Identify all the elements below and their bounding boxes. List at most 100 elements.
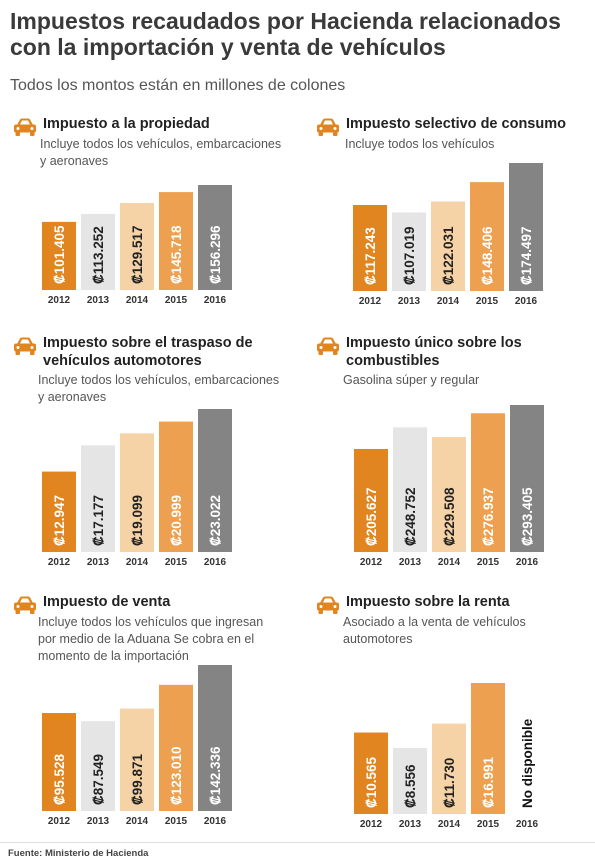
car-shape [14, 118, 36, 136]
bar-2016 [198, 185, 232, 290]
x-tick-label: 2012 [359, 296, 382, 307]
bar-value-label: ₡113.252 [91, 226, 106, 284]
bar-value-label: ₡87.549 [91, 754, 106, 805]
bar-2016 [198, 409, 232, 552]
x-tick-label: 2014 [126, 557, 149, 568]
chart-description: Gasolina súper y regular [343, 373, 480, 387]
bar-value-label: ₡20.999 [169, 495, 184, 546]
bar-2012 [353, 204, 387, 291]
x-tick-label: 2012 [360, 819, 383, 830]
bar-chart: ₡205.627 2012 ₡248.752 2013 ₡229.508 2014 ₡276… [354, 405, 544, 568]
x-tick-label: 2016 [204, 295, 227, 306]
bar-chart: ₡10.565 2012 ₡8.556 2013 ₡11.730 2014 ₡16.991 2… [354, 683, 539, 830]
x-tick-label: 2016 [516, 557, 539, 568]
source-note: Fuente: Ministerio de Hacienda [8, 848, 149, 859]
bar-value-label: ₡117.243 [363, 227, 378, 285]
bar-2014 [432, 723, 466, 814]
car-shape [317, 596, 339, 614]
x-tick-label: 2014 [126, 295, 149, 306]
bar-2013 [393, 748, 427, 814]
bar-value-label: ₡122.031 [441, 226, 456, 285]
bar-2012 [42, 713, 76, 811]
car-shape [317, 337, 339, 355]
chart-panel-venta: Impuesto de venta Incluye todos los vehí… [12, 593, 287, 838]
bar-2015 [471, 683, 505, 814]
x-tick-label: 2012 [48, 295, 71, 306]
x-tick-label: 2013 [399, 819, 422, 830]
bar-value-label: ₡19.099 [130, 495, 145, 546]
x-tick-label: 2015 [165, 557, 188, 568]
bar-value-label: ₡11.730 [442, 758, 457, 808]
x-tick-label: 2013 [87, 816, 110, 827]
bar-value-label: ₡145.718 [169, 225, 184, 284]
bar-2015 [471, 413, 505, 552]
bar-value-label: ₡129.517 [130, 225, 145, 284]
x-tick-label: 2012 [48, 816, 71, 827]
bar-2016 [198, 665, 232, 811]
bar-value-label: ₡293.405 [520, 487, 535, 546]
bar-2016 [510, 405, 544, 552]
car-shape [317, 118, 339, 136]
x-tick-label: 2014 [437, 296, 460, 307]
chart-panel-combustibles: Impuesto único sobre los combustibles Ga… [315, 334, 590, 574]
bar-2012 [354, 448, 388, 552]
bar-2015 [470, 182, 504, 291]
bar-value-label: ₡17.177 [91, 495, 106, 546]
x-tick-label: 2015 [477, 557, 500, 568]
x-tick-label: 2013 [87, 295, 110, 306]
car-icon [14, 118, 36, 136]
bar-2015 [159, 192, 193, 290]
bar-value-label: ₡205.627 [364, 487, 379, 546]
source-divider [0, 842, 595, 843]
bar-value-label: ₡107.019 [402, 226, 417, 285]
x-tick-label: 2013 [87, 557, 110, 568]
x-tick-label: 2013 [398, 296, 421, 307]
x-tick-label: 2015 [477, 819, 500, 830]
bar-value-label: ₡276.937 [481, 487, 496, 546]
bar-2013 [81, 721, 115, 811]
chart-description: Incluye todos los vehículos, embarcacion… [38, 373, 280, 404]
bar-2014 [431, 201, 465, 291]
bar-value-label: ₡248.752 [403, 487, 418, 546]
bar-2013 [81, 213, 115, 290]
bar-value-label: ₡101.405 [52, 225, 67, 284]
bar-value-label: ₡142.336 [208, 746, 223, 805]
chart-title: Impuesto sobre la renta [346, 594, 510, 610]
x-tick-label: 2016 [516, 819, 539, 830]
car-shape [14, 337, 36, 355]
x-tick-label: 2015 [165, 295, 188, 306]
bar-value-label: ₡16.991 [481, 756, 496, 808]
bar-value-label: ₡148.406 [480, 226, 495, 285]
chart-panel-propiedad: Impuesto a la propiedad Incluye todos lo… [12, 115, 287, 315]
chart-title: Impuesto a la propiedad [43, 116, 210, 132]
bar-value-label: ₡229.508 [442, 487, 457, 546]
chart-title: Impuesto sobre el traspaso de vehículos … [43, 335, 253, 369]
bar-2013 [392, 212, 426, 291]
bar-value-label: ₡8.556 [403, 764, 418, 808]
x-tick-label: 2016 [204, 816, 227, 827]
bar-chart: ₡12.947 2012 ₡17.177 2013 ₡19.099 2014 ₡20.999… [42, 409, 232, 568]
bar-2012 [42, 221, 76, 290]
car-icon [317, 337, 339, 355]
bar-2014 [120, 708, 154, 811]
bar-value-label: ₡95.528 [52, 753, 67, 805]
chart-panel-traspaso: Impuesto sobre el traspaso de vehículos … [12, 334, 287, 574]
bar-2014 [120, 433, 154, 552]
bar-2015 [159, 421, 193, 552]
bar-2016 [509, 163, 543, 291]
bar-2015 [159, 684, 193, 811]
not-available-label: No disponible [520, 718, 535, 808]
bar-chart: ₡117.243 2012 ₡107.019 2013 ₡122.031 2014 ₡148… [353, 163, 543, 307]
chart-description: Incluye todos los vehículos, embarcacion… [40, 137, 282, 168]
x-tick-label: 2015 [476, 296, 499, 307]
bar-2013 [393, 427, 427, 552]
chart-title: Impuesto único sobre los combustibles [346, 335, 522, 369]
chart-panel-renta: Impuesto sobre la renta Asociado a la ve… [315, 593, 590, 838]
x-tick-label: 2013 [399, 557, 422, 568]
x-tick-label: 2016 [515, 296, 538, 307]
bar-value-label: ₡99.871 [130, 753, 145, 805]
bar-2014 [432, 437, 466, 552]
car-shape [14, 596, 36, 614]
car-icon [14, 337, 36, 355]
bar-chart: ₡95.528 2012 ₡87.549 2013 ₡99.871 2014 ₡123.01… [42, 665, 232, 827]
